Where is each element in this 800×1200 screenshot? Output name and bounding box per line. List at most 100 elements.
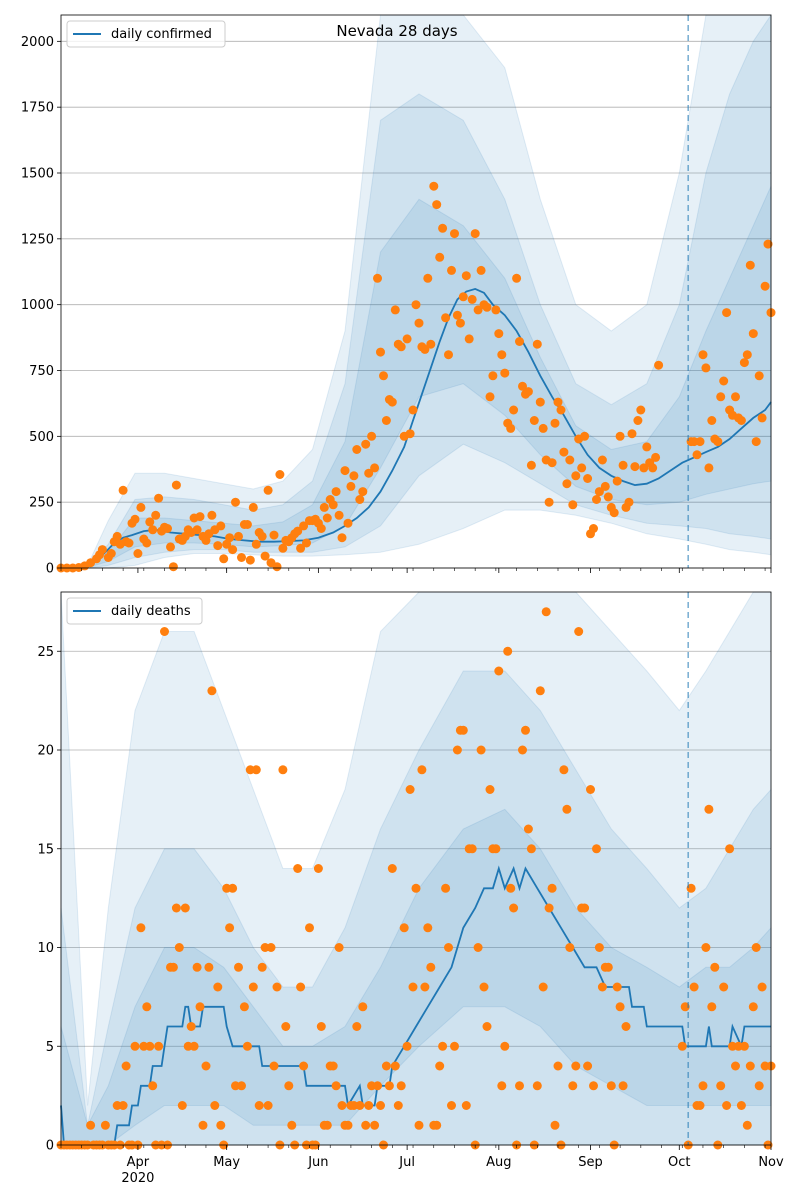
- data-point: [751, 437, 761, 447]
- data-point: [361, 1120, 371, 1130]
- data-point: [355, 1101, 365, 1110]
- data-point: [580, 431, 590, 441]
- data-point: [429, 181, 439, 191]
- data-point: [725, 844, 735, 854]
- data-point: [174, 943, 184, 952]
- data-point: [497, 1081, 507, 1091]
- confirmed-legend-box: [66, 20, 226, 48]
- x-year-label: 2020: [121, 1171, 154, 1186]
- data-point: [482, 1022, 492, 1031]
- data-point: [689, 982, 699, 992]
- data-point: [423, 923, 433, 933]
- data-point: [370, 463, 380, 473]
- data-point: [296, 543, 306, 553]
- data-point: [568, 1081, 578, 1091]
- data-point: [189, 1041, 199, 1051]
- data-point: [198, 1120, 208, 1130]
- data-point: [450, 229, 459, 239]
- data-point: [177, 1101, 187, 1110]
- data-point: [293, 526, 303, 536]
- data-point: [586, 785, 595, 794]
- data-point: [760, 281, 770, 291]
- data-point: [322, 1120, 332, 1130]
- data-point: [367, 431, 377, 441]
- data-point: [112, 531, 122, 541]
- data-point: [447, 1101, 456, 1110]
- data-point: [337, 1101, 347, 1110]
- data-point: [494, 666, 504, 676]
- data-point: [118, 1101, 128, 1110]
- data-point: [316, 1022, 326, 1031]
- data-point: [142, 538, 152, 548]
- data-point: [594, 943, 604, 952]
- data-point: [160, 627, 169, 636]
- y-tick-label: 25: [37, 645, 54, 660]
- data-point: [600, 481, 610, 491]
- deaths-frame: [60, 591, 772, 1146]
- data-point: [228, 545, 238, 555]
- data-point: [278, 765, 288, 775]
- data-point: [272, 982, 282, 992]
- data-point: [473, 305, 483, 315]
- data-point: [269, 1061, 279, 1071]
- data-point: [695, 437, 705, 447]
- data-point: [426, 339, 436, 349]
- data-point: [615, 1002, 625, 1012]
- data-point: [592, 495, 601, 504]
- y-tick-label: 10: [37, 941, 54, 956]
- data-point: [488, 371, 498, 381]
- data-point: [379, 371, 388, 381]
- data-point: [491, 844, 501, 854]
- data-point: [136, 502, 146, 512]
- data-point: [473, 943, 483, 952]
- data-point: [612, 982, 622, 992]
- data-point: [444, 943, 453, 952]
- data-point: [470, 229, 480, 239]
- data-point: [237, 553, 246, 562]
- data-point: [272, 562, 282, 572]
- data-point: [739, 1041, 749, 1051]
- data-point: [86, 1120, 96, 1130]
- data-point: [603, 962, 613, 972]
- data-point: [316, 524, 326, 533]
- data-point: [266, 943, 276, 952]
- data-point: [476, 265, 486, 275]
- data-point: [745, 1061, 755, 1071]
- data-point: [716, 392, 726, 402]
- data-point: [485, 785, 495, 794]
- data-point: [698, 350, 708, 360]
- data-point: [364, 468, 374, 478]
- y-tick-label: 1750: [21, 101, 54, 116]
- data-point: [355, 495, 365, 504]
- data-point: [633, 416, 643, 425]
- x-tick-label: Jul: [398, 1155, 415, 1170]
- data-point: [319, 502, 329, 512]
- data-point: [529, 416, 539, 425]
- data-point: [195, 1002, 205, 1012]
- data-point: [707, 416, 717, 425]
- x-tick-label: Apr: [127, 1155, 150, 1170]
- chart-title: Nevada 28 days: [336, 22, 457, 40]
- data-point: [168, 962, 178, 972]
- data-point: [213, 982, 223, 992]
- x-tick-label: May: [213, 1155, 240, 1170]
- data-point: [521, 725, 530, 735]
- data-point: [133, 549, 143, 558]
- data-point: [624, 497, 634, 507]
- x-tick-label: Oct: [668, 1155, 690, 1170]
- data-point: [411, 883, 421, 893]
- data-point: [390, 1061, 400, 1071]
- data-point: [680, 1002, 690, 1012]
- data-point: [651, 452, 661, 462]
- data-point: [583, 474, 593, 483]
- data-point: [387, 397, 397, 407]
- data-point: [494, 329, 504, 339]
- data-point: [225, 923, 235, 933]
- data-point: [251, 765, 261, 775]
- data-point: [142, 1002, 152, 1012]
- data-point: [565, 943, 575, 952]
- y-tick-label: 250: [29, 496, 54, 511]
- data-point: [452, 745, 462, 755]
- data-point: [544, 497, 554, 507]
